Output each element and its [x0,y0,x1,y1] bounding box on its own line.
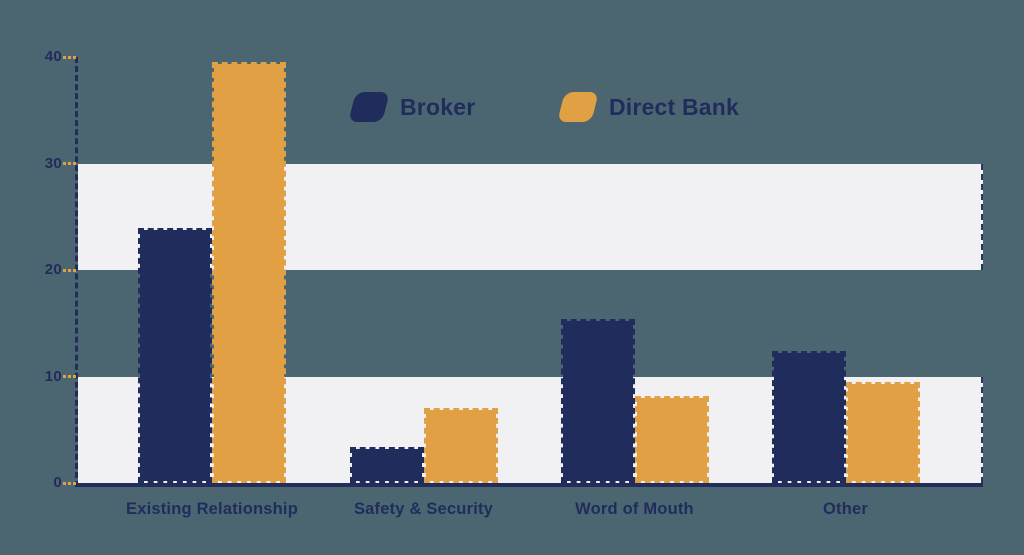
bar-broker-other [771,350,846,483]
bar-direct-bank-existing-relationship [212,62,286,483]
y-axis-line [75,57,78,487]
legend-label-broker: Broker [400,93,476,120]
legend-swatch-broker [348,92,390,122]
bar-broker-safety-security [349,446,424,483]
legend-swatch-direct-bank [557,92,599,122]
y-axis-tick-40 [63,55,76,59]
x-axis-label-word-of-mouth: Word of Mouth [575,500,694,518]
y-axis-tick-10 [63,375,76,378]
y-axis-label-10: 10 [44,367,62,385]
x-axis-line [75,483,983,487]
bar-direct-bank-word-of-mouth [634,395,709,483]
legend-item-direct-bank: Direct Bank [557,92,740,122]
bar-broker-word-of-mouth [560,318,635,483]
y-axis-tick-30 [63,162,76,165]
y-axis-tick-0 [63,481,76,485]
y-axis-label-30: 30 [44,154,62,172]
legend-label-direct-bank: Direct Bank [609,93,740,120]
bar-direct-bank-safety-security [423,408,498,483]
y-axis-label-40: 40 [44,48,62,65]
y-axis-label-20: 20 [44,261,62,278]
legend-item-broker: Broker [348,92,476,122]
y-axis-label-0: 0 [53,474,62,491]
x-axis-label-other: Other [822,500,868,518]
bar-broker-existing-relationship [138,228,212,483]
x-axis-label-existing-relationship: Existing Relationship [126,500,298,518]
y-axis-tick-20 [63,268,76,272]
bar-direct-bank-other [845,381,920,483]
x-axis-label-safety-security: Safety & Security [353,500,494,518]
